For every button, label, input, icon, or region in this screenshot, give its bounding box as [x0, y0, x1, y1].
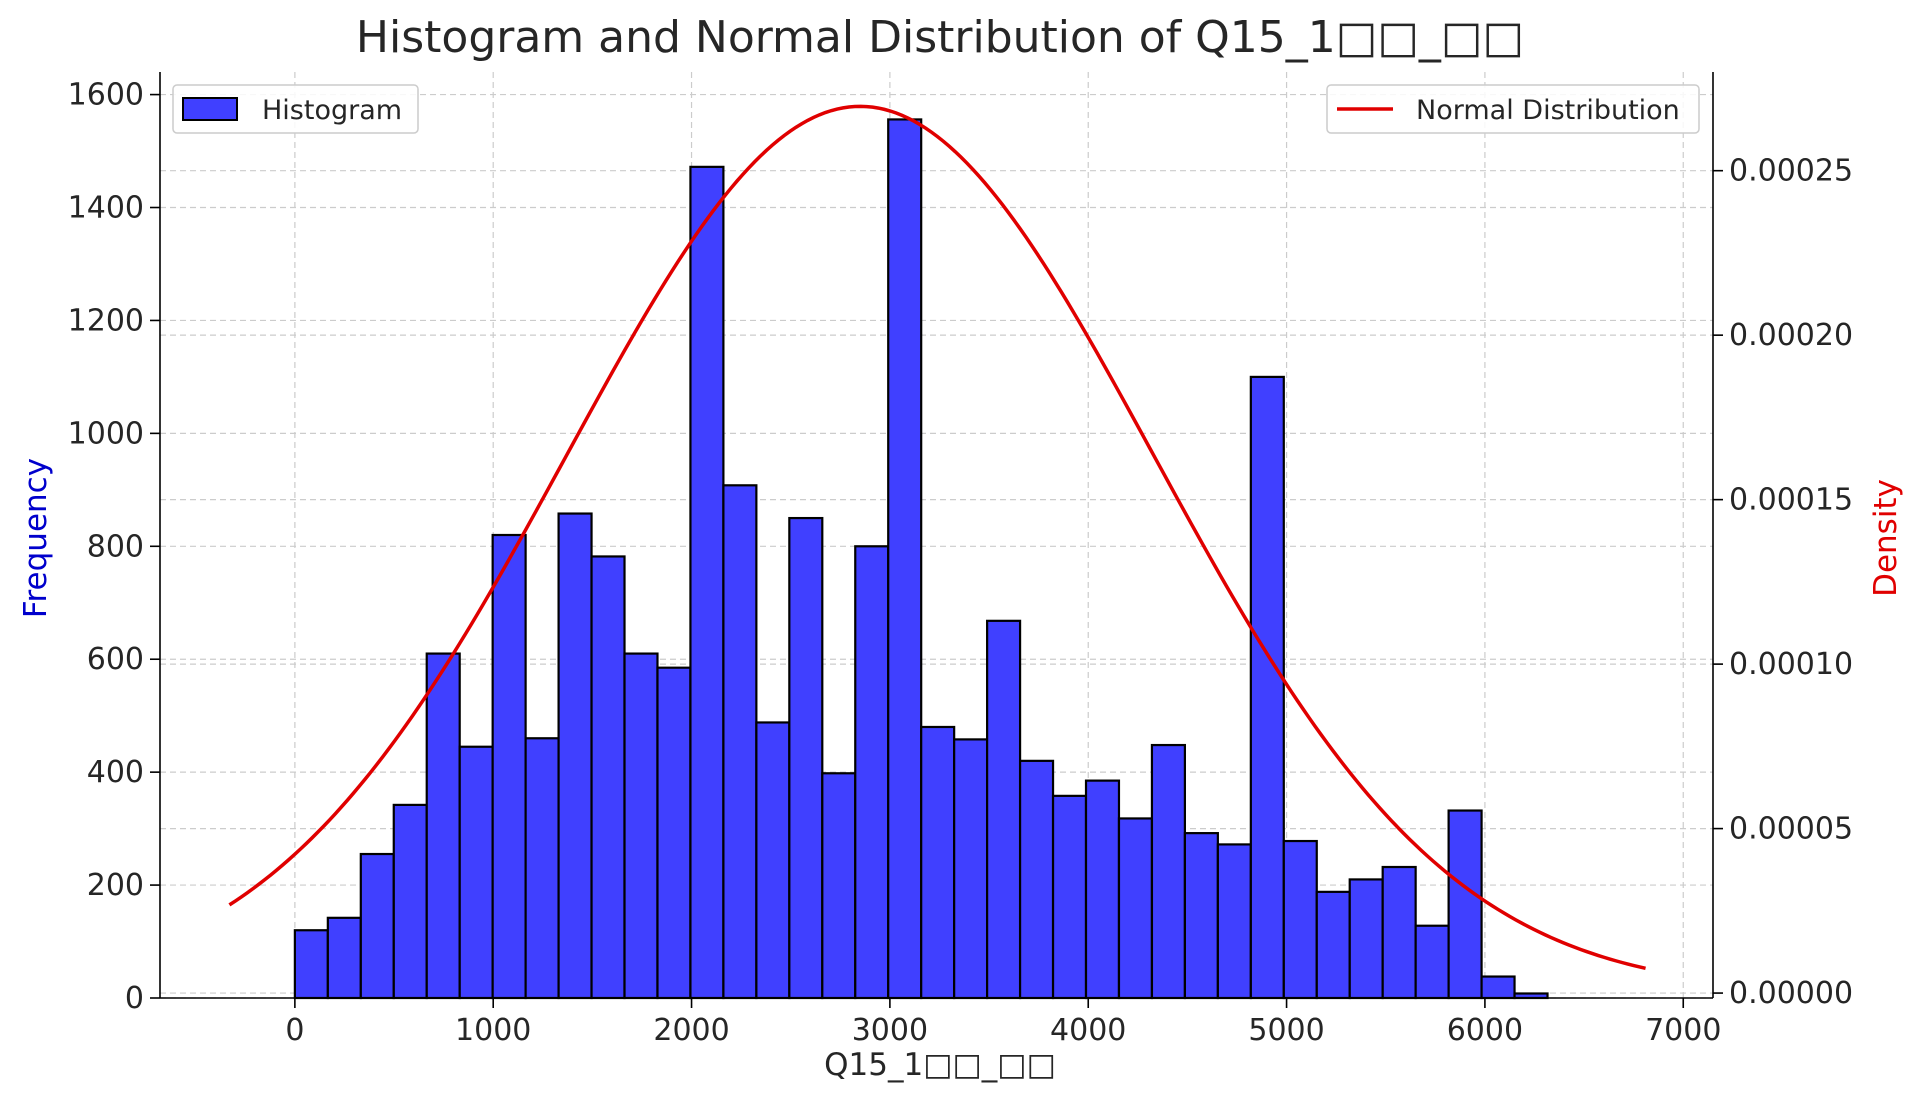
histogram-bar — [887, 118, 923, 1000]
histogram-bar — [722, 484, 758, 1000]
histogram-bar — [1381, 865, 1417, 1000]
y-tick-label-left: 1400 — [68, 191, 144, 226]
histogram-bars — [293, 118, 1549, 1000]
histogram-bar — [1414, 924, 1450, 1000]
normal-distribution-line — [228, 104, 1646, 971]
y-tick-label-left: 800 — [87, 529, 144, 564]
x-axis-label: Q15_1□□_□□ — [824, 1047, 1056, 1083]
y-tick-label-right: 0.00000 — [1729, 976, 1853, 1011]
histogram-bar — [590, 555, 626, 1000]
y-axis-label-frequency: Frequency — [18, 458, 54, 618]
axes-layer — [159, 72, 1714, 999]
tick-layer: 0 1000 2000 3000 4000 5000 6000 7000 0 200 400 600 8… — [68, 78, 1853, 1048]
legend-histogram-swatch — [182, 97, 238, 121]
x-tick-label: 1000 — [455, 1013, 531, 1048]
y-tick-label-left: 0 — [125, 981, 144, 1016]
histogram-bar — [854, 545, 890, 1000]
histogram-bar — [1018, 759, 1055, 1000]
histogram-bar — [1216, 843, 1252, 1000]
x-tick-label: 7000 — [1645, 1013, 1721, 1048]
y-tick-label-left: 1200 — [68, 303, 144, 338]
x-tick-label: 4000 — [1050, 1013, 1126, 1048]
y-tick-label-right: 0.00015 — [1729, 483, 1853, 518]
legend-normal-distribution-label: Normal Distribution — [1416, 95, 1680, 126]
y-tick-label-right: 0.00010 — [1729, 647, 1853, 682]
histogram-bar — [1249, 375, 1285, 1000]
histogram-bar — [458, 745, 494, 1000]
histogram-bar — [1084, 779, 1121, 1000]
histogram-bar — [1348, 878, 1384, 1000]
y-axis-label-density: Density — [1868, 479, 1904, 597]
histogram-bar — [326, 916, 362, 1000]
legend-normal-distribution: Normal Distribution — [1326, 84, 1700, 134]
histogram-bar — [491, 533, 527, 1000]
y-tick-label-left: 200 — [87, 868, 144, 903]
legend-histogram: Histogram — [172, 84, 419, 134]
histogram-bar — [788, 516, 824, 1000]
histogram-bar — [392, 803, 428, 1000]
histogram-bar — [755, 721, 791, 1000]
histogram-bar — [623, 652, 659, 1000]
y-tick-label-left: 1600 — [68, 78, 144, 113]
histogram-bar — [689, 165, 725, 1000]
y-tick-label-left: 600 — [87, 642, 144, 677]
histogram-bar — [1183, 832, 1219, 1000]
histogram-bar — [1117, 817, 1154, 1000]
histogram-bar — [524, 737, 560, 1000]
x-tick-label: 2000 — [653, 1013, 729, 1048]
x-tick-label: 5000 — [1248, 1013, 1324, 1048]
y-tick-label-left: 1000 — [68, 416, 144, 451]
histogram-bar — [1150, 743, 1187, 1000]
histogram-bar — [821, 772, 857, 1000]
histogram-bar — [557, 512, 593, 1000]
histogram-bar — [656, 666, 692, 1000]
histogram-bar — [1051, 794, 1088, 1000]
x-tick-label: 3000 — [852, 1013, 928, 1048]
y-tick-label-right: 0.00020 — [1729, 318, 1853, 353]
histogram-bar — [1315, 890, 1351, 1000]
histogram-bar — [1282, 839, 1318, 1000]
histogram-bar — [1480, 975, 1516, 1000]
y-tick-label-right: 0.00025 — [1729, 154, 1853, 189]
histogram-bar — [425, 652, 461, 1000]
chart-title: Histogram and Normal Distribution of Q15… — [356, 12, 1524, 63]
histogram-bar — [293, 929, 329, 1000]
x-tick-label: 0 — [285, 1013, 304, 1048]
histogram-bar — [920, 725, 956, 1000]
x-tick-label: 6000 — [1447, 1013, 1523, 1048]
histogram-bar — [953, 738, 989, 1000]
legend-histogram-label: Histogram — [262, 95, 402, 126]
y-tick-label-right: 0.00005 — [1729, 812, 1853, 847]
y-tick-label-left: 400 — [87, 755, 144, 790]
normal-curve-layer — [228, 104, 1646, 971]
histogram-bar — [359, 852, 395, 1000]
histogram-bar — [986, 619, 1022, 1000]
histogram-bar — [1447, 809, 1483, 1000]
